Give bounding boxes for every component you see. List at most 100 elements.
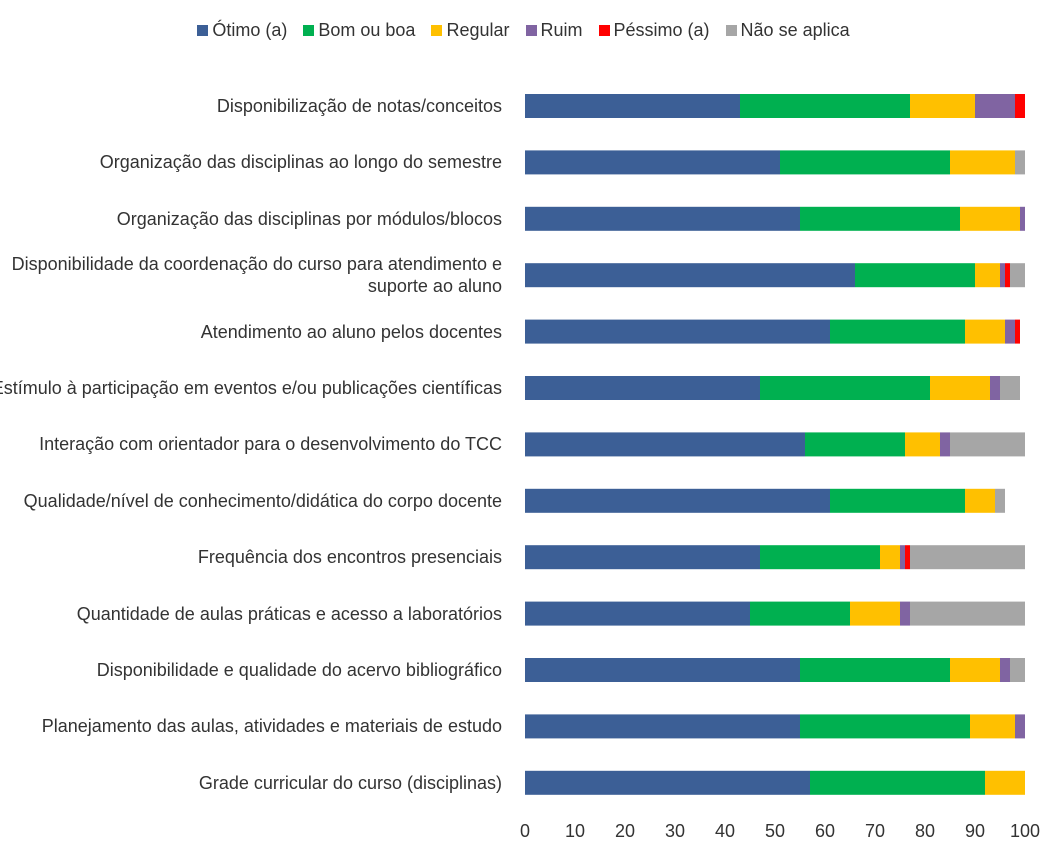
x-tick-label: 40 (715, 821, 735, 841)
legend-item: Bom ou boa (303, 20, 415, 41)
bar-segment (950, 432, 1025, 457)
bar-segment (965, 488, 995, 513)
bar-segment (905, 545, 910, 570)
x-tick-label: 90 (965, 821, 985, 841)
bar-segment (905, 432, 940, 457)
bar-segment (995, 488, 1005, 513)
bar-segment (1010, 658, 1025, 682)
bar-segment (525, 601, 750, 626)
bar-segment (975, 263, 1000, 288)
x-tick-label: 20 (615, 821, 635, 841)
bar-segment (970, 714, 1015, 739)
bar-segment (525, 432, 805, 457)
bar-segment (525, 376, 760, 400)
y-tick-label: Disponibilidade da coordenação do curso … (11, 254, 502, 297)
x-tick-label: 50 (765, 821, 785, 841)
bar-segment (1000, 376, 1020, 400)
x-tick-label: 100 (1010, 821, 1040, 841)
y-tick-label: Frequência dos encontros presenciais (197, 547, 502, 568)
bar-segment (740, 94, 910, 118)
bar-segment (880, 545, 900, 570)
bar-segment (850, 601, 900, 626)
legend-label: Não se aplica (740, 20, 850, 40)
x-tick-label: 0 (520, 821, 530, 841)
legend-item: Ótimo (a) (197, 20, 287, 41)
legend-item: Não se aplica (725, 20, 850, 41)
bar-segment (525, 770, 810, 795)
bar-segment (525, 263, 855, 288)
bar-segment (525, 206, 800, 231)
legend-label: Ótimo (a) (212, 20, 288, 40)
bar-segment (525, 658, 800, 682)
y-tick-label: Disponibilização de notas/conceitos (216, 96, 502, 116)
x-tick-label: 80 (915, 821, 935, 841)
bar-segment (800, 206, 960, 231)
legend-swatch (525, 25, 537, 36)
bar-segment (1015, 319, 1020, 344)
legend-swatch (431, 25, 443, 36)
legend-label: Péssimo (a) (613, 20, 710, 40)
bar-segment (910, 601, 1025, 626)
y-tick-label: Organização das disciplinas ao longo do … (99, 152, 502, 173)
bar-segment (1005, 319, 1015, 344)
bar-segment (1015, 714, 1025, 739)
legend: Ótimo (a) Bom ou boa Regular Ruim Péssimo (a… (0, 20, 1047, 41)
bar-segment (930, 376, 990, 400)
bar-segment (940, 432, 950, 457)
y-tick-label: Quantidade de aulas práticas e acesso a … (76, 603, 502, 624)
y-tick-label: Disponibilidade e qualidade do acervo bi… (96, 660, 502, 680)
bar-segment (760, 376, 930, 400)
legend-label: Ruim (540, 20, 583, 40)
y-tick-label: Organização das disciplinas por módulos/… (116, 208, 502, 229)
bar-segment (990, 376, 1000, 400)
bar-segment (900, 601, 910, 626)
bar-segment (950, 150, 1015, 175)
y-tick-label: Estímulo à participação em eventos e/ou … (0, 378, 502, 398)
bar-segment (975, 94, 1015, 118)
bar-segment (800, 658, 950, 682)
bar-segment (525, 545, 760, 570)
bar-segment (750, 601, 850, 626)
bar-segment (830, 488, 965, 513)
bar-segment (1020, 206, 1025, 231)
bar-segment (1015, 150, 1025, 175)
legend-item: Ruim (525, 20, 583, 41)
legend-swatch (303, 25, 315, 36)
bar-segment (855, 263, 975, 288)
bar-segment (900, 545, 905, 570)
bar-segment (800, 714, 970, 739)
x-tick-label: 30 (665, 821, 685, 841)
bar-segment (950, 658, 1000, 682)
y-tick-label: Planejamento das aulas, atividades e mat… (41, 716, 502, 737)
bar-segment (1000, 263, 1005, 288)
y-tick-label: Qualidade/nível de conhecimento/didática… (23, 490, 502, 511)
legend-item: Péssimo (a) (598, 20, 710, 41)
legend-label: Bom ou boa (318, 20, 416, 40)
bar-segment (525, 319, 830, 344)
bar-segment (525, 488, 830, 513)
bar-segment (525, 94, 740, 118)
bar-segment (805, 432, 905, 457)
bar-segment (780, 150, 950, 175)
bar-segment (1000, 658, 1010, 682)
x-tick-label: 60 (815, 821, 835, 841)
legend-label: Regular (446, 20, 510, 40)
x-tick-label: 70 (865, 821, 885, 841)
y-tick-label: Interação com orientador para o desenvol… (39, 434, 502, 455)
y-tick-label: Atendimento ao aluno pelos docentes (200, 321, 502, 342)
bar-segment (830, 319, 965, 344)
bar-segment (985, 770, 1025, 795)
bar-segment (910, 545, 1025, 570)
legend-swatch (197, 25, 209, 36)
bar-segment (810, 770, 985, 795)
bar-segment (960, 206, 1020, 231)
bar-segment (1010, 263, 1025, 288)
legend-swatch (725, 25, 737, 36)
bar-segment (525, 150, 780, 175)
bar-segment (965, 319, 1005, 344)
x-tick-label: 10 (565, 821, 585, 841)
legend-swatch (598, 25, 610, 36)
bar-segment (1005, 263, 1010, 288)
